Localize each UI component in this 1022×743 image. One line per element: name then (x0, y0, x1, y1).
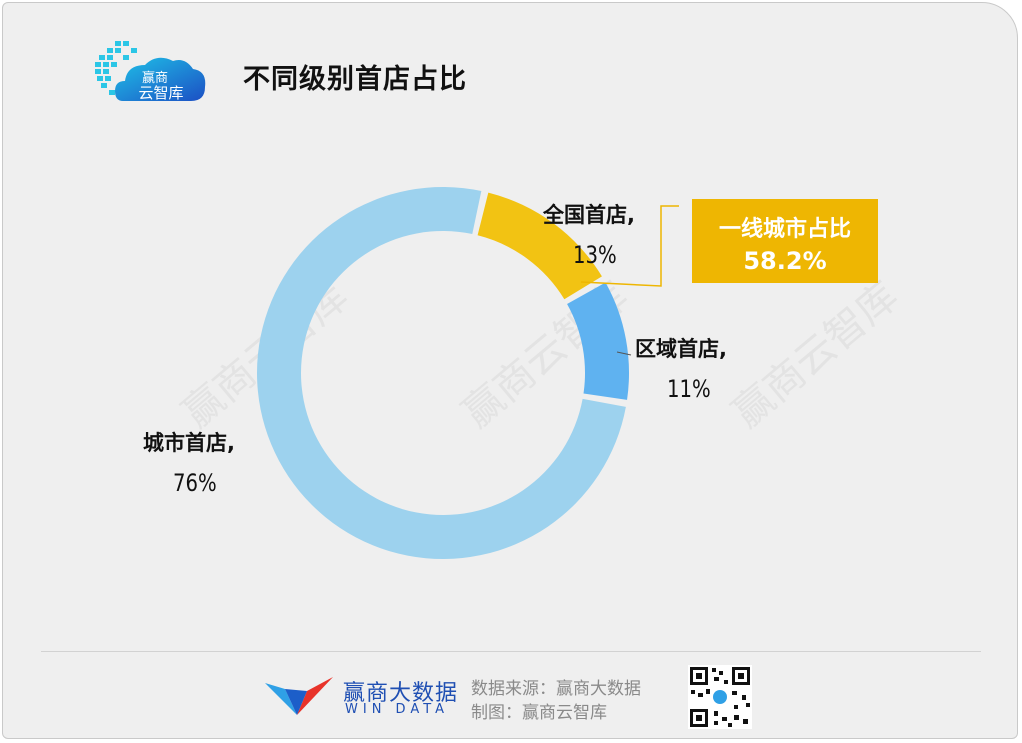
yingshang-cloud-logo: 赢商 云智库 (95, 41, 206, 102)
brand-name-en: WIN DATA (345, 702, 450, 717)
win-data-logo-icon (265, 677, 333, 715)
data-source-line: 数据来源：赢商大数据 (471, 679, 641, 699)
label-pointer-line (616, 351, 632, 356)
footer-divider (41, 651, 981, 652)
slice-value-city: 76% (173, 469, 217, 497)
slice-regional (567, 282, 629, 400)
slice-label-city: 城市首店, (143, 431, 235, 455)
svg-text:赢商: 赢商 (142, 70, 168, 86)
made-by-line: 制图：赢商云智库 (471, 703, 607, 723)
svg-text:云智库: 云智库 (138, 84, 183, 102)
tier1-share-callout: 一线城市占比 58.2% (692, 199, 878, 283)
callout-value: 58.2% (743, 247, 827, 275)
page-title: 不同级别首店占比 (243, 64, 467, 95)
callout-title: 一线城市占比 (718, 217, 851, 242)
brand-name-cn: 赢商大数据 (343, 681, 459, 706)
donut-chart (257, 187, 679, 559)
slice-value-regional: 11% (667, 375, 711, 403)
source-text: 数据来源：赢商大数据 制图：赢商云智库 (471, 677, 641, 725)
slice-value-national: 13% (573, 241, 617, 269)
slice-label-regional: 区域首店, (635, 337, 727, 361)
callout-leader-line (580, 205, 679, 287)
slice-national (477, 192, 602, 300)
slice-label-national: 全国首店, (543, 203, 635, 227)
qr-code-icon[interactable] (688, 665, 752, 729)
